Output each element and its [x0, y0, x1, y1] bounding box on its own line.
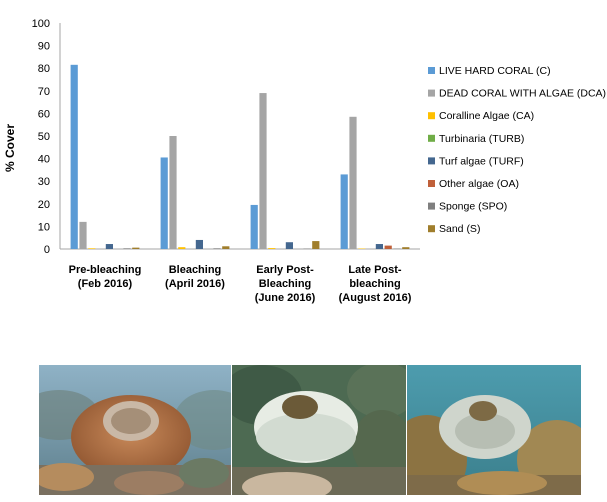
legend: LIVE HARD CORAL (C) DEAD CORAL WITH ALGAE…	[428, 65, 606, 235]
legend-swatch	[428, 202, 435, 210]
bar-2-3	[259, 93, 267, 249]
legend-item: Coralline Algae (CA)	[428, 110, 534, 122]
category-labels: Pre-bleaching (Feb 2016) Bleaching (April 2…	[69, 264, 412, 304]
bar-5-4	[375, 244, 383, 249]
category-label: (April 2016)	[165, 278, 225, 290]
bar-8-3	[312, 241, 320, 249]
legend-item: Turbinaria (TURB)	[428, 133, 524, 145]
category-label: (June 2016)	[255, 292, 316, 304]
bar-3-3	[268, 248, 276, 249]
bar-1-3	[250, 204, 258, 249]
photo-pre-bleaching	[39, 365, 231, 495]
y-tick-label: 30	[38, 176, 50, 188]
bar-5-1	[105, 244, 113, 249]
legend-label: Sponge (SPO)	[439, 201, 507, 213]
category-label: Late Post-	[348, 264, 402, 276]
category-label: (Feb 2016)	[78, 278, 133, 290]
bar-7-2	[213, 248, 221, 249]
legend-swatch	[428, 134, 435, 142]
y-axis-label: % Cover	[3, 124, 17, 172]
bar-chart: 0 10 20 30 40 50 60 70 80 90 100 Pre-bleaching (Feb…	[3, 18, 606, 304]
bar-8-1	[132, 247, 140, 249]
legend-label: Turbinaria (TURB)	[439, 133, 524, 145]
legend-label: Coralline Algae (CA)	[439, 110, 534, 122]
legend-item: DEAD CORAL WITH ALGAE (DCA)	[428, 88, 606, 100]
legend-item: Other algae (OA)	[428, 178, 519, 190]
bar-2-2	[169, 136, 177, 249]
y-axis: 0 10 20 30 40 50 60 70 80 90 100	[32, 18, 61, 256]
y-tick-label: 90	[38, 41, 50, 53]
photo-bleaching	[232, 365, 406, 495]
bar-7-1	[123, 248, 131, 249]
y-tick-label: 100	[32, 18, 50, 30]
legend-label: LIVE HARD CORAL (C)	[439, 65, 551, 77]
legend-label: Other algae (OA)	[439, 178, 519, 190]
category-label: Early Post-	[256, 264, 314, 276]
category-label: Bleaching	[169, 264, 222, 276]
category-label: Bleaching	[259, 278, 312, 290]
y-tick-label: 60	[38, 108, 50, 120]
bar-8-4	[402, 247, 410, 249]
legend-label: Sand (S)	[439, 223, 480, 235]
legend-label: DEAD CORAL WITH ALGAE (DCA)	[439, 88, 606, 100]
bar-2-1	[79, 221, 87, 249]
category-label: (August 2016)	[339, 292, 412, 304]
category-label: bleaching	[349, 278, 400, 290]
bar-1-2	[160, 157, 168, 249]
legend-swatch	[428, 89, 435, 97]
legend-label: Turf algae (TURF)	[439, 155, 524, 167]
bars	[70, 64, 410, 249]
legend-item: Sand (S)	[428, 223, 480, 235]
legend-swatch	[428, 112, 435, 120]
category-label: Pre-bleaching	[69, 264, 142, 276]
bar-3-1	[88, 248, 96, 249]
bar-8-2	[222, 246, 230, 249]
y-tick-label: 10	[38, 221, 50, 233]
bar-3-2	[178, 247, 186, 249]
legend-item: Turf algae (TURF)	[428, 155, 524, 167]
photo-post-bleaching	[407, 365, 581, 495]
legend-swatch	[428, 180, 435, 187]
bar-5-3	[285, 242, 293, 249]
legend-item: LIVE HARD CORAL (C)	[428, 65, 551, 77]
legend-swatch	[428, 67, 435, 74]
y-tick-label: 0	[44, 244, 50, 256]
y-tick-label: 70	[38, 86, 50, 98]
y-tick-label: 40	[38, 154, 50, 166]
bar-2-4	[349, 116, 357, 249]
y-tick-label: 50	[38, 131, 50, 143]
y-tick-label: 80	[38, 63, 50, 75]
bar-1-1	[70, 64, 78, 249]
legend-item: Sponge (SPO)	[428, 201, 507, 213]
legend-swatch	[428, 157, 435, 165]
legend-swatch	[428, 225, 435, 233]
bar-6-4	[384, 245, 392, 249]
y-tick-label: 20	[38, 199, 50, 211]
bar-1-4	[340, 174, 348, 249]
bar-5-2	[195, 239, 203, 249]
